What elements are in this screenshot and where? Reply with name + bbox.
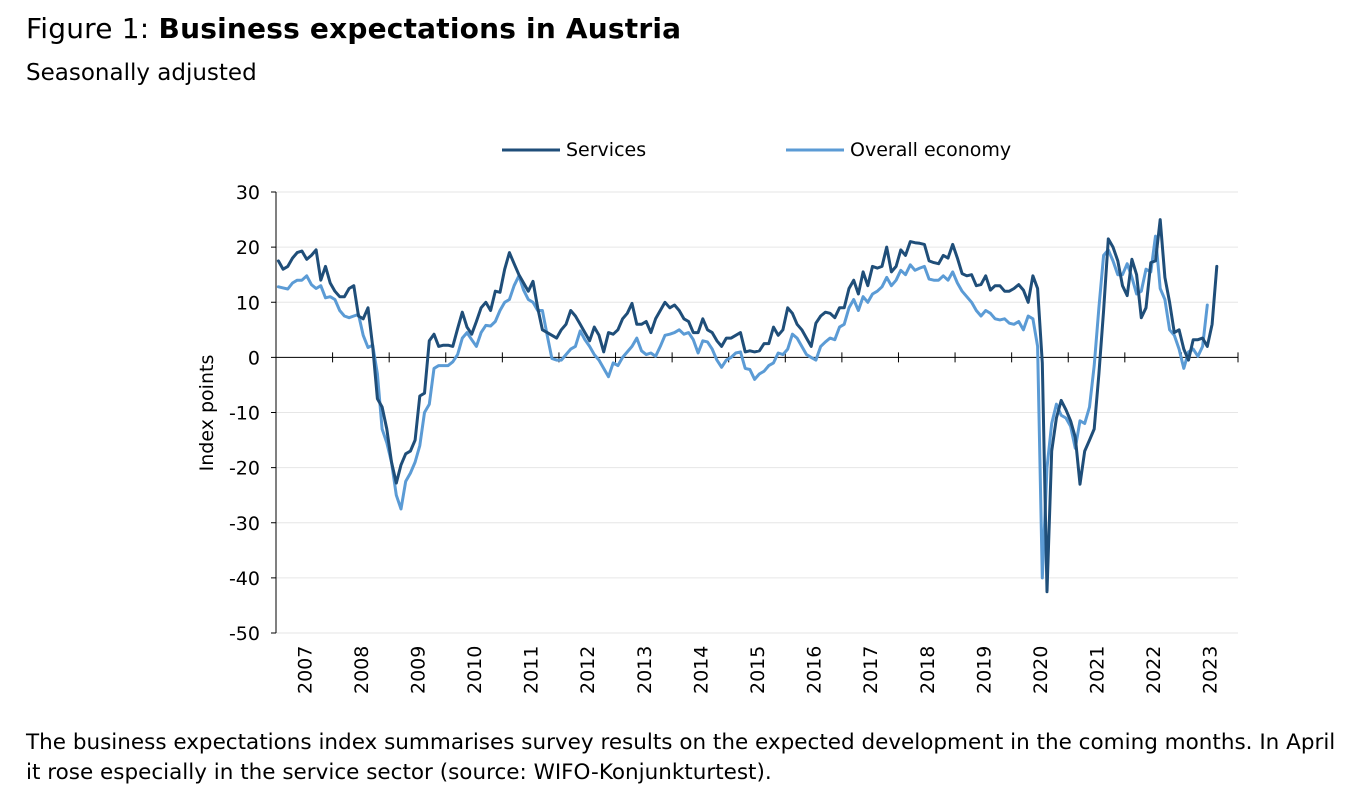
x-tick-label: 2020 [1030, 646, 1052, 694]
chart-legend: Services Overall economy [502, 139, 1011, 161]
figure-title: Figure 1: Business expectations in Austr… [26, 12, 681, 45]
series-lines [276, 218, 1219, 594]
figure-title-bold: Business expectations in Austria [158, 12, 682, 45]
x-tick-label: 2009 [407, 646, 429, 694]
x-tick-label: 2023 [1200, 646, 1222, 694]
x-tick-label: 2022 [1143, 646, 1165, 694]
y-tick-label: -40 [229, 568, 260, 590]
x-tick-label: 2014 [690, 646, 712, 694]
legend-label-overall-economy: Overall economy [850, 139, 1011, 161]
x-tick-label: 2010 [464, 646, 486, 694]
series-line-overall-economy [276, 234, 1209, 580]
gridlines [276, 191, 1238, 634]
legend-label-services: Services [566, 139, 646, 161]
x-tick-label: 2013 [634, 646, 656, 694]
series-line-services [276, 218, 1219, 594]
x-tick-label: 2018 [917, 646, 939, 694]
y-tick-label: 30 [236, 182, 260, 204]
y-axis: 30 20 10 0 -10 -20 -30 -40 -50 [229, 182, 277, 645]
y-axis-label: Index points [196, 355, 218, 472]
x-tick-label: 2012 [577, 646, 599, 694]
y-tick-label: -20 [229, 458, 260, 480]
figure-label: Figure 1: [26, 12, 159, 45]
x-tick-label: 2007 [294, 646, 316, 694]
x-tick-label: 2016 [804, 646, 826, 694]
y-tick-label: -30 [229, 513, 260, 535]
x-tick-label: 2011 [521, 646, 543, 694]
figure-note: The business expectations index summaris… [26, 730, 1336, 785]
x-tick-label: 2017 [860, 646, 882, 694]
y-tick-label: 10 [236, 292, 260, 314]
y-tick-label: 20 [236, 237, 260, 259]
x-tick-label: 2015 [747, 646, 769, 694]
x-tick-label: 2019 [973, 646, 995, 694]
y-tick-label: -10 [229, 403, 260, 425]
y-tick-label: -50 [229, 623, 260, 645]
x-tick-label: 2008 [351, 646, 373, 694]
x-tick-label: 2021 [1087, 646, 1109, 694]
figure-subtitle: Seasonally adjusted [26, 60, 257, 86]
y-tick-label: 0 [248, 347, 260, 369]
x-axis: 2007 2008 2009 2010 2011 2012 2013 2014 2015 2016… [276, 352, 1239, 694]
